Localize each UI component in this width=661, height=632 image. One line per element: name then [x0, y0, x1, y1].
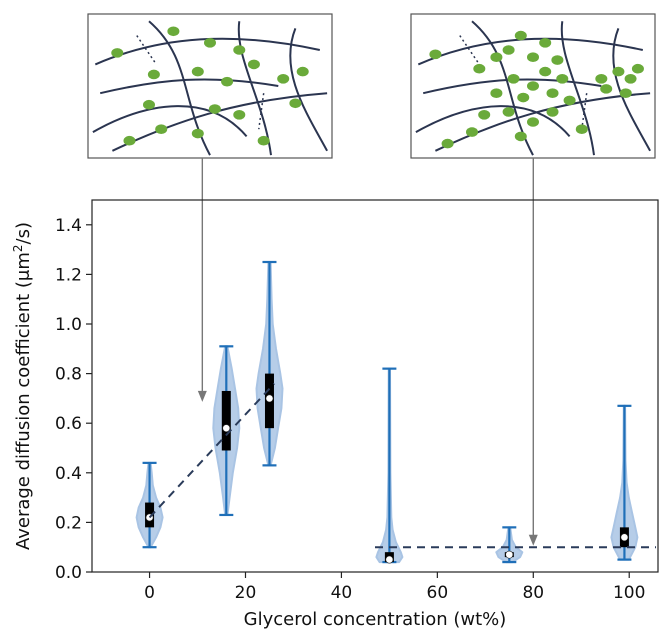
y-tick-label: 1.0	[55, 315, 82, 335]
trend-line	[148, 382, 276, 519]
tracer-particle	[167, 26, 180, 37]
tracer-particle	[123, 135, 136, 146]
x-tick-label: 0	[144, 583, 155, 603]
tracer-particle	[502, 107, 515, 117]
y-axis-ticks: 0.0 0.2 0.4 0.6 0.8 1.0 1.2 1.4	[55, 216, 92, 583]
polymer-fiber	[92, 105, 248, 138]
tracer-particle	[143, 99, 155, 110]
violin-median	[620, 533, 629, 542]
tracer-particle	[478, 110, 491, 120]
inset-diagram-high-glycerol	[410, 13, 656, 159]
tracer-particle	[502, 45, 515, 55]
y-tick-label: 0.8	[55, 365, 82, 385]
y-tick-label: 0.4	[55, 464, 82, 484]
violin-25	[255, 260, 284, 467]
inset-arrow-head	[197, 390, 207, 402]
tracer-particle	[473, 63, 486, 74]
polymer-fiber	[560, 21, 595, 156]
violin-50	[375, 367, 404, 564]
tracer-particle	[147, 69, 160, 80]
polymer-fiber	[289, 28, 328, 152]
polymer-fiber	[99, 78, 279, 95]
violin-median	[385, 555, 394, 564]
tracer-particle	[208, 104, 221, 114]
tracer-particle	[624, 74, 637, 84]
tracer-particle	[466, 127, 478, 137]
polymer-crosslink	[136, 35, 157, 65]
violins	[135, 260, 639, 564]
tracer-particle	[546, 88, 559, 98]
inset-arrows	[197, 158, 538, 546]
violin-0	[135, 461, 164, 549]
tracer-particle	[595, 74, 608, 84]
y-tick-label: 0.6	[55, 414, 82, 434]
tracer-particle	[539, 66, 552, 77]
x-axis-ticks: 0 20 40 60 80 100	[144, 572, 645, 603]
polymer-crosslink	[258, 93, 265, 130]
tracer-particle	[277, 74, 290, 84]
tracer-particle	[563, 95, 576, 106]
y-axis-label: Average diffusion coefficient (μm2/s)	[11, 222, 34, 550]
y-tick-label: 0.0	[55, 563, 82, 583]
tracer-particle	[233, 45, 246, 55]
x-axis-label: Glycerol concentration (wt%)	[244, 609, 507, 630]
tracer-particle	[490, 52, 503, 62]
polymer-crosslink	[581, 93, 588, 130]
violin-median	[265, 394, 274, 403]
tracer-particle	[429, 49, 442, 60]
inset-diagram-low-glycerol	[87, 13, 333, 159]
tracer-particle	[111, 48, 124, 58]
tracer-particle	[612, 66, 625, 77]
tracer-particle	[514, 30, 527, 41]
tracer-particle	[527, 81, 539, 91]
x-tick-label: 20	[235, 583, 257, 603]
polymer-fiber	[434, 92, 651, 152]
plot-frame	[91, 199, 659, 573]
tracer-particle	[296, 66, 309, 77]
x-tick-label: 60	[427, 583, 449, 603]
tracer-particle	[631, 63, 644, 74]
tracer-particle	[507, 74, 520, 84]
tracer-particle	[514, 131, 527, 142]
tracer-particle	[556, 74, 569, 84]
x-tick-label: 40	[331, 583, 353, 603]
tracer-particle	[600, 84, 613, 94]
tracer-particle	[575, 124, 588, 134]
tracer-particle	[551, 55, 564, 65]
tracer-particle	[517, 92, 530, 103]
tracer-particle	[441, 138, 454, 149]
polymer-crosslink	[459, 35, 480, 65]
tracer-particle	[527, 52, 539, 62]
violin-16	[212, 345, 241, 517]
tracer-particle	[289, 98, 302, 109]
tracer-particle	[155, 124, 168, 134]
tracer-particle	[247, 59, 260, 70]
y-tick-label: 1.4	[55, 216, 82, 236]
tracer-particle	[191, 66, 204, 77]
violin-iqr-box	[221, 390, 231, 451]
violin-median	[222, 424, 231, 433]
tracer-particle	[619, 88, 632, 98]
trend-lines	[148, 382, 656, 549]
tracer-particle	[204, 38, 216, 48]
y-tick-label: 1.2	[55, 265, 82, 285]
inset-arrow-head	[528, 534, 538, 546]
tracer-particle	[257, 135, 270, 146]
polymer-fiber	[415, 105, 571, 138]
tracer-particle	[527, 117, 539, 127]
tracer-particle	[546, 107, 559, 117]
x-tick-label: 80	[522, 583, 544, 603]
tracer-particle	[221, 76, 234, 87]
tracer-particle	[490, 88, 503, 98]
violin-99	[610, 404, 639, 561]
x-tick-label: 100	[613, 583, 645, 603]
violin-75	[495, 526, 524, 564]
tracer-particle	[191, 128, 204, 139]
y-tick-label: 0.2	[55, 513, 82, 533]
tracer-particle	[539, 38, 552, 48]
violin-median	[505, 550, 514, 559]
tracer-particle	[233, 110, 246, 120]
